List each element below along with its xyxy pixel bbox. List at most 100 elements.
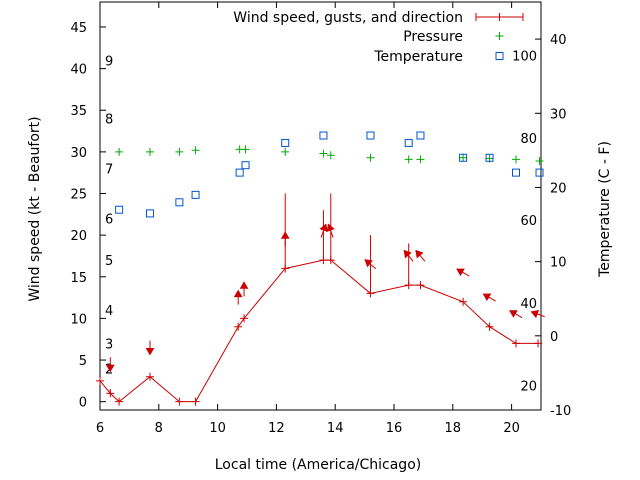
wind-speed-point	[96, 376, 104, 385]
pressure-point	[191, 146, 200, 155]
pressure-point	[416, 155, 425, 164]
fahrenheit-label: 100	[512, 49, 537, 64]
x-tick-label: 14	[327, 421, 344, 436]
x-tick-label: 12	[268, 421, 285, 436]
y-axis-title: Wind speed (kt - Beaufort)	[27, 116, 43, 301]
y-tick-label: 15	[70, 271, 87, 286]
temperature-point	[115, 205, 124, 214]
wind-arrow-head	[280, 231, 290, 239]
pressure-point	[281, 147, 290, 156]
y-tick-label: 35	[70, 104, 87, 119]
temperature-point	[145, 209, 154, 218]
wind-direction-arrow	[509, 310, 523, 319]
legend-label-wind: Wind speed, gusts, and direction	[233, 10, 463, 26]
wind-speed-point	[485, 322, 494, 331]
y-tick-label: 5	[79, 354, 87, 369]
beaufort-label: 3	[105, 337, 113, 352]
plot-area	[99, 1, 542, 411]
beaufort-label: 4	[105, 304, 113, 319]
temperature-point	[404, 138, 413, 147]
wind-arrow-head	[509, 310, 518, 318]
x-axis-title: Local time (America/Chicago)	[215, 457, 421, 473]
wind-speed-point	[145, 372, 154, 381]
temperature-point	[235, 168, 244, 177]
y2-tick-label: 0	[550, 330, 558, 345]
wind-direction-arrow	[233, 289, 243, 305]
beaufort-label: 7	[105, 163, 113, 178]
wind-direction-arrow	[280, 231, 290, 247]
x-tick-label: 16	[386, 421, 403, 436]
pressure-point	[459, 153, 468, 162]
wind-direction-arrow	[364, 259, 377, 270]
wind-arrow-head	[530, 309, 540, 319]
wind-direction-arrow	[456, 268, 470, 277]
wind-arrow-head	[364, 259, 373, 268]
pressure-point	[404, 155, 413, 164]
x-tick-label: 20	[503, 421, 520, 436]
y-tick-label: 20	[70, 229, 87, 244]
temperature-point	[175, 198, 184, 207]
pressure-point	[175, 147, 184, 156]
wind-arrow-head	[456, 268, 465, 277]
temperature-point	[319, 131, 328, 140]
legend-sample-temperature	[495, 52, 504, 60]
wind-arrow-head	[319, 223, 328, 233]
fahrenheit-label: 20	[520, 380, 537, 395]
pressure-point	[366, 153, 375, 162]
temperature-point	[416, 131, 425, 140]
wind-arrow-head	[415, 249, 424, 259]
beaufort-label: 6	[105, 212, 113, 227]
pressure-point	[326, 151, 335, 160]
pressure-point	[535, 157, 544, 166]
temperature-point	[191, 190, 200, 199]
wind-direction-arrow	[145, 340, 155, 356]
y-tick-label: 25	[70, 188, 87, 203]
temperature-point	[459, 153, 468, 162]
plot-frame	[99, 1, 542, 411]
y-tick-label: 10	[70, 312, 87, 327]
wind-direction-arrow	[326, 223, 335, 238]
pressure-point	[512, 155, 521, 164]
temperature-point	[535, 168, 544, 177]
wind-direction-arrow	[415, 249, 426, 262]
legend-label-temperature: Temperature	[373, 49, 463, 65]
y2-tick-label: 20	[550, 181, 567, 196]
wind-speed-point	[234, 322, 243, 331]
wind-speed-point	[115, 397, 124, 406]
y-tick-label: 40	[70, 63, 87, 78]
legend-sample-pressure	[495, 32, 504, 40]
legend-sample-wind-caps	[475, 13, 524, 21]
wind-speed-point	[191, 397, 200, 406]
wind-direction-arrow	[530, 309, 545, 319]
legend-label-pressure: Pressure	[403, 29, 463, 45]
y2-tick-label: -10	[550, 404, 571, 419]
beaufort-label: 8	[105, 113, 113, 128]
wind-speed-line	[99, 259, 539, 403]
pressure-point	[241, 145, 250, 154]
wind-direction-arrow	[482, 293, 496, 302]
fahrenheit-label: 60	[520, 214, 537, 229]
temperature-point	[485, 153, 494, 162]
wind-direction-arrow	[239, 281, 249, 297]
beaufort-label: 9	[105, 54, 113, 69]
x-tick-label: 8	[155, 421, 163, 436]
y2-axis-title: Temperature (C - F)	[597, 141, 613, 278]
legend: Wind speed, gusts, and direction Pressur…	[233, 10, 524, 65]
wind-direction-arrow	[403, 249, 414, 262]
temperature-point	[281, 138, 290, 147]
x-tick-label: 6	[96, 421, 104, 436]
data-layer	[96, 131, 545, 406]
wind-arrow-head	[105, 364, 115, 373]
wind-arrow-head	[482, 293, 492, 302]
tick-layer: 6 8 10 12 14 16 18 20051015202530354045-1001020…	[70, 2, 571, 436]
y-tick-label: 0	[79, 396, 87, 411]
pressure-point	[319, 149, 328, 158]
wind-speed-point	[459, 297, 468, 306]
pressure-point	[145, 147, 154, 156]
wind-speed-point	[416, 281, 425, 290]
x-tick-label: 10	[209, 421, 226, 436]
wind-speed-point	[534, 339, 543, 348]
beaufort-label: 5	[105, 254, 113, 269]
wind-arrow-head	[239, 281, 249, 289]
